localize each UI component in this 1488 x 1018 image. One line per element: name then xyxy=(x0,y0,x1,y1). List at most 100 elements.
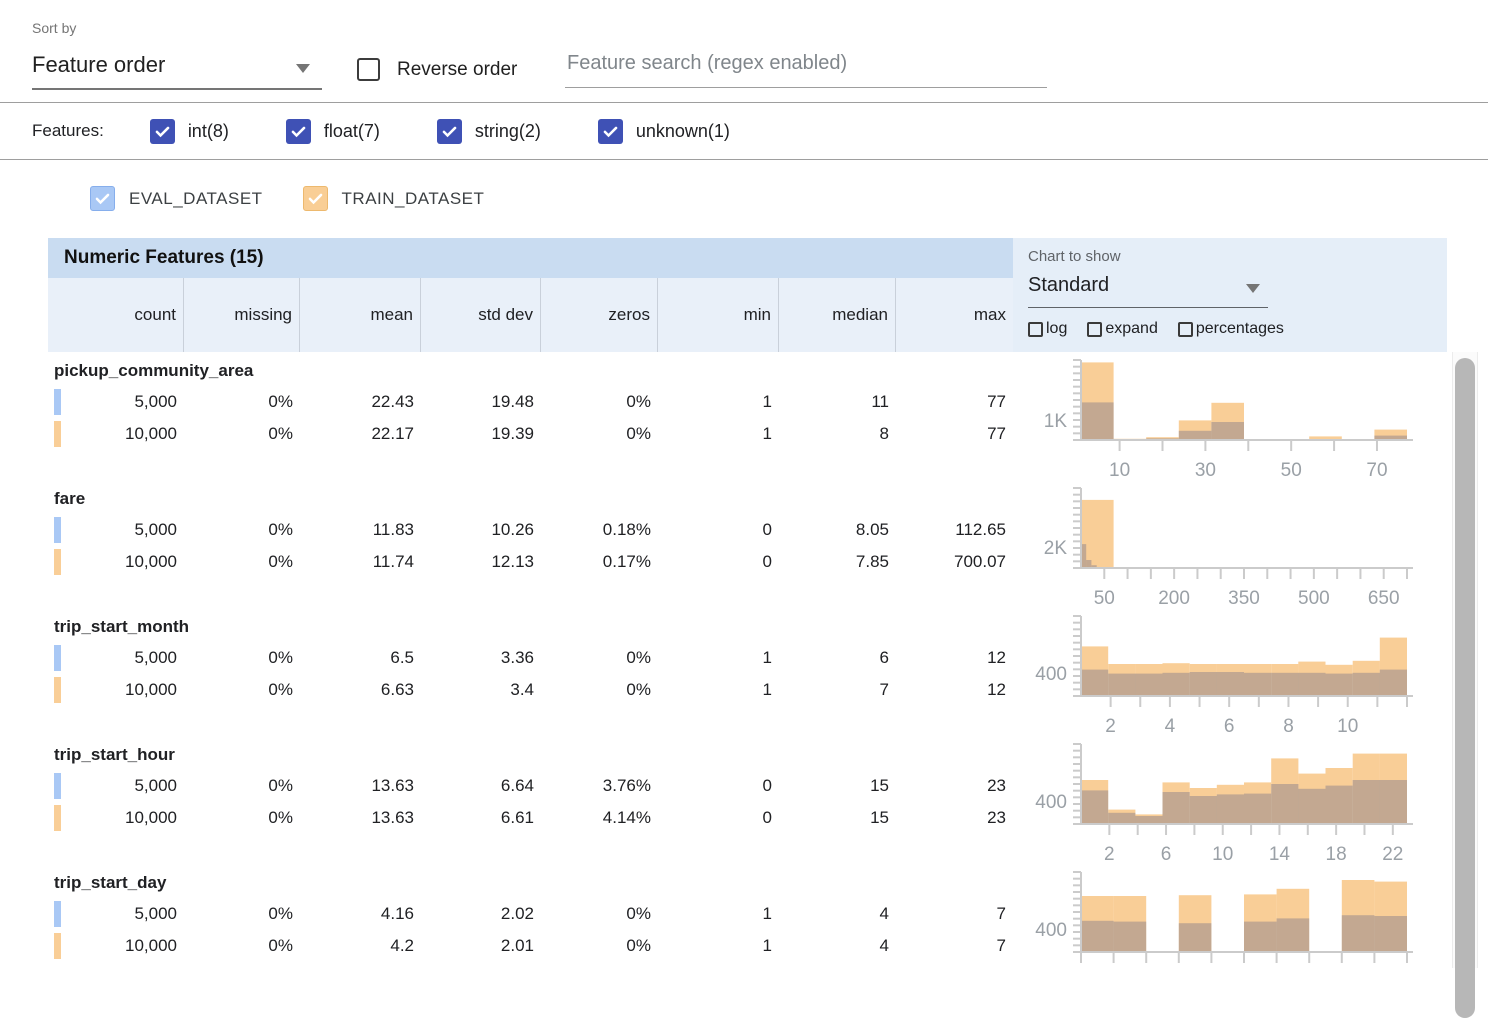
checkbox-checked-icon[interactable] xyxy=(286,119,311,144)
chart-type-dropdown[interactable]: Standard xyxy=(1028,274,1109,297)
stats-row-eval: 5,0000%4.162.020%147 xyxy=(48,898,1013,930)
stat-cell: 0% xyxy=(541,674,658,706)
stat-cell: 0% xyxy=(184,418,300,450)
stat-value: 10,000 xyxy=(125,552,177,572)
feature-name: pickup_community_area xyxy=(48,356,1013,386)
stat-value: 11 xyxy=(871,392,889,412)
histogram-trip_start_month: 400246810 xyxy=(1013,612,1447,740)
feature-name: trip_start_hour xyxy=(48,740,1013,770)
stat-cell: 5,000 xyxy=(48,386,184,418)
stat-value: 0% xyxy=(268,424,293,444)
stat-cell: 5,000 xyxy=(48,770,184,802)
svg-text:400: 400 xyxy=(1035,920,1067,941)
stat-value: 0% xyxy=(268,808,293,828)
feature-type-string[interactable]: string(2) xyxy=(437,119,541,144)
checkbox-unchecked-icon[interactable] xyxy=(1178,322,1193,337)
stats-row-eval: 5,0000%11.8310.260.18%08.05112.65 xyxy=(48,514,1013,546)
checkbox-checked-icon[interactable] xyxy=(437,119,462,144)
stat-cell: 19.39 xyxy=(421,418,541,450)
stat-value: 700.07 xyxy=(954,552,1006,572)
histogram-trip_start_hour: 4002610141822 xyxy=(1013,740,1447,868)
stat-cell: 11.83 xyxy=(300,514,421,546)
histograms: 1K103050702K5020035050065040024681040026… xyxy=(1013,352,1447,996)
chart-to-show-label: Chart to show xyxy=(1028,248,1121,265)
feature-type-float[interactable]: float(7) xyxy=(286,119,380,144)
stat-value: 4.14% xyxy=(603,808,651,828)
checkbox-unchecked-icon[interactable] xyxy=(1028,322,1043,337)
stat-value: 0% xyxy=(626,392,651,412)
stat-value: 7 xyxy=(880,680,889,700)
stat-cell: 77 xyxy=(896,418,1013,450)
stat-cell: 6.5 xyxy=(300,642,421,674)
stat-cell: 12.13 xyxy=(421,546,541,578)
dataset-color-chip xyxy=(54,677,61,703)
checkbox-unchecked-icon[interactable] xyxy=(1087,322,1102,337)
svg-text:8: 8 xyxy=(1283,716,1294,737)
feature-type-int[interactable]: int(8) xyxy=(150,119,229,144)
stat-value: 7 xyxy=(997,936,1006,956)
stat-value: 19.39 xyxy=(491,424,534,444)
stat-cell: 12 xyxy=(896,674,1013,706)
feature-block-fare: fare5,0000%11.8310.260.18%08.05112.6510,… xyxy=(48,484,1013,612)
stat-cell: 112.65 xyxy=(896,514,1013,546)
stat-cell: 7 xyxy=(896,898,1013,930)
stat-cell: 3.4 xyxy=(421,674,541,706)
stat-cell: 4.16 xyxy=(300,898,421,930)
stat-cell: 0% xyxy=(184,386,300,418)
stat-cell: 4 xyxy=(779,898,896,930)
svg-text:1K: 1K xyxy=(1044,411,1068,432)
stats-row-train: 10,0000%4.22.010%147 xyxy=(48,930,1013,962)
scrollbar-thumb[interactable] xyxy=(1455,358,1475,1018)
sort-order-dropdown[interactable]: Feature order xyxy=(32,46,322,90)
stat-cell: 0 xyxy=(658,546,779,578)
stat-cell: 22.43 xyxy=(300,386,421,418)
stat-value: 0% xyxy=(268,392,293,412)
stat-cell: 22.17 xyxy=(300,418,421,450)
feature-type-unknown[interactable]: unknown(1) xyxy=(598,119,730,144)
stat-value: 12 xyxy=(987,680,1006,700)
stat-cell: 8.05 xyxy=(779,514,896,546)
chart-option-percentages[interactable]: percentages xyxy=(1178,320,1284,338)
chart-option-label: percentages xyxy=(1196,320,1284,338)
checkbox-checked-icon[interactable] xyxy=(598,119,623,144)
svg-text:50: 50 xyxy=(1281,460,1302,481)
stat-cell: 0 xyxy=(658,514,779,546)
svg-text:10: 10 xyxy=(1212,844,1233,865)
histogram-pickup_community_area: 1K10305070 xyxy=(1013,356,1447,484)
stat-value: 11.74 xyxy=(373,552,414,572)
stat-cell: 0 xyxy=(658,802,779,834)
chart-option-log[interactable]: log xyxy=(1028,320,1067,338)
column-header-missing: missing xyxy=(184,278,300,352)
svg-text:70: 70 xyxy=(1366,460,1387,481)
svg-text:400: 400 xyxy=(1035,664,1067,685)
dataset-checkbox[interactable] xyxy=(303,186,328,211)
stat-value: 6 xyxy=(880,648,889,668)
numeric-features-section: Numeric Features (15) countmissingmeanst… xyxy=(48,238,1447,996)
legend-eval_dataset[interactable]: EVAL_DATASET xyxy=(90,186,263,211)
stat-value: 2.02 xyxy=(501,904,534,924)
svg-text:30: 30 xyxy=(1195,460,1216,481)
chevron-down-icon xyxy=(296,64,310,73)
feature-block-pickup_community_area: pickup_community_area5,0000%22.4319.480%… xyxy=(48,356,1013,484)
check-icon xyxy=(289,122,308,141)
stat-value: 15 xyxy=(870,808,889,828)
chart-option-expand[interactable]: expand xyxy=(1087,320,1158,338)
stat-cell: 0.17% xyxy=(541,546,658,578)
stat-value: 22.17 xyxy=(371,424,414,444)
svg-text:200: 200 xyxy=(1158,588,1190,609)
stats-row-train: 10,0000%13.636.614.14%01523 xyxy=(48,802,1013,834)
check-icon xyxy=(601,122,620,141)
legend-train_dataset[interactable]: TRAIN_DATASET xyxy=(303,186,485,211)
column-header-mean: mean xyxy=(300,278,421,352)
stat-value: 5,000 xyxy=(134,392,177,412)
stat-value: 0 xyxy=(763,776,772,796)
reverse-order-checkbox[interactable] xyxy=(357,58,380,81)
stat-value: 12.13 xyxy=(491,552,534,572)
feature-search-input[interactable] xyxy=(565,52,1047,88)
feature-type-list: int(8) float(7) string(2) unknown(1) xyxy=(150,119,787,144)
stat-cell: 1 xyxy=(658,898,779,930)
chart-option-checkboxes: log expand percentages xyxy=(1028,320,1304,338)
checkbox-checked-icon[interactable] xyxy=(150,119,175,144)
check-icon xyxy=(440,122,459,141)
dataset-checkbox[interactable] xyxy=(90,186,115,211)
